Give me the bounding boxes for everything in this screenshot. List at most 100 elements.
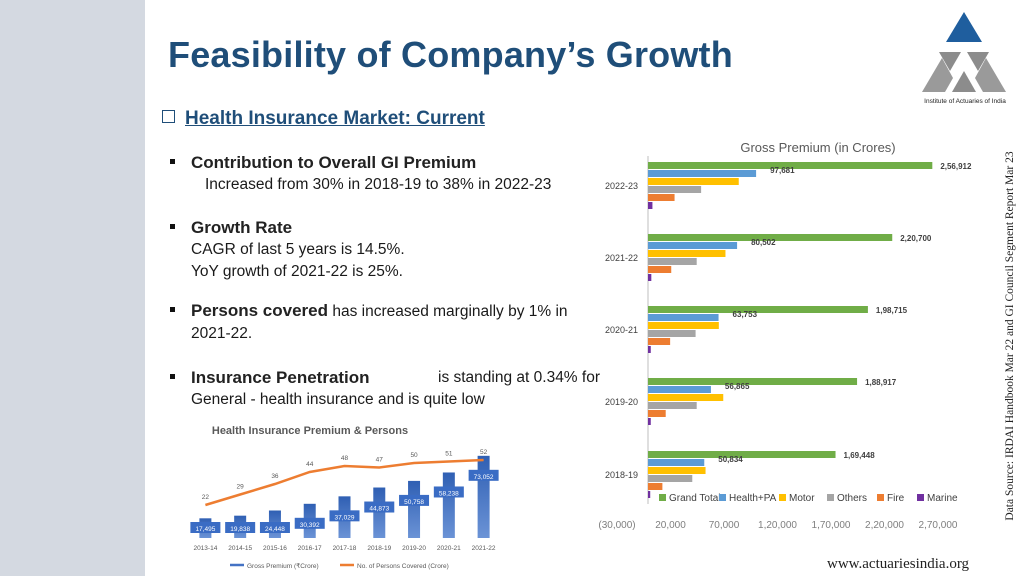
- premium-bar: [477, 455, 490, 538]
- bar-data-label: 37,029: [335, 514, 355, 521]
- chart-title: Gross Premium (in Crores): [740, 140, 895, 155]
- left-side-band: [0, 0, 145, 576]
- bar-motor: [648, 394, 724, 401]
- x-tick-label: 2021-22: [472, 545, 496, 552]
- bar-data-label: 19,838: [230, 526, 250, 533]
- y-tick-label: 2022-23: [605, 181, 638, 191]
- gross-premium-chart: Gross Premium (in Crores) 2022-23 2,56,912…: [598, 140, 972, 531]
- premium-bar: [373, 487, 386, 538]
- institute-logo: [922, 12, 1006, 92]
- bar-fire: [648, 338, 671, 345]
- line-data-label: 47: [376, 457, 384, 464]
- bullet-text: 2021-22.: [191, 325, 253, 342]
- line-data-label: 44: [306, 461, 314, 468]
- legend-label: Health+PA: [729, 493, 777, 504]
- x-tick-label: (30,000): [598, 520, 635, 531]
- bar-others: [648, 258, 697, 265]
- legend-swatch: [827, 494, 834, 501]
- bar-motor: [648, 322, 719, 329]
- x-tick-label: 1,70,000: [812, 520, 851, 531]
- x-tick-label: 2018-19: [367, 545, 391, 552]
- bar-others: [648, 186, 702, 193]
- legend-label: Grand Total: [669, 493, 721, 504]
- bar-marine: [648, 274, 652, 281]
- bullet-text: Increased from 30% in 2018-19 to 38% in …: [205, 176, 552, 193]
- bullet-persons-covered: Persons covered has increased marginally…: [168, 300, 600, 345]
- section-heading-label: Health Insurance Market: Current: [185, 108, 485, 129]
- bar-grand-total: [648, 451, 836, 458]
- bar-grand-total: [648, 306, 868, 313]
- data-source-text: Data Source: IRDAI Handbook Mar 22 and G…: [1004, 151, 1016, 521]
- bar-data-label: 50,834: [718, 455, 743, 464]
- bar-health-pa: [648, 459, 705, 466]
- premium-persons-chart: Health Insurance Premium & Persons 17,495…: [190, 425, 499, 570]
- y-tick-label: 2021-22: [605, 253, 638, 263]
- bar-fire: [648, 483, 663, 490]
- x-tick-label: 70,000: [709, 520, 740, 531]
- bullet-text: General - health insurance and is quite …: [191, 391, 485, 408]
- bar-data-label: 1,69,448: [844, 451, 876, 460]
- legend-swatch: [917, 494, 924, 501]
- bullet-text: YoY growth of 2021-22 is 25%.: [191, 263, 403, 280]
- x-tick-label: 2014-15: [228, 545, 252, 552]
- data-source-note: Data Source: IRDAI Handbook Mar 22 and G…: [1003, 130, 1017, 542]
- bar-data-label: 44,873: [369, 506, 389, 513]
- y-tick-label: 2020-21: [605, 325, 638, 335]
- line-data-label: 52: [480, 449, 488, 456]
- bar-data-label: 73,052: [474, 474, 494, 481]
- bullet-growth-rate: Growth Rate CAGR of last 5 years is 14.5…: [168, 217, 600, 283]
- bar-data-label: 1,88,917: [865, 378, 897, 387]
- legend-label: Others: [837, 493, 867, 504]
- bar-data-label: 58,238: [439, 490, 459, 497]
- y-tick-label: 2019-20: [605, 397, 638, 407]
- page-title: Feasibility of Company’s Growth: [168, 34, 733, 75]
- chart-title: Health Insurance Premium & Persons: [212, 425, 408, 437]
- bar-health-pa: [648, 314, 719, 321]
- line-data-label: 36: [271, 473, 279, 480]
- bar-grand-total: [648, 234, 893, 241]
- bar-grand-total: [648, 162, 933, 169]
- bar-data-label: 2,20,700: [900, 234, 932, 243]
- bar-data-label-box: [364, 501, 395, 513]
- bar-data-label: 24,448: [265, 526, 285, 533]
- bar-data-label: 56,865: [725, 382, 750, 391]
- line-data-label: 22: [202, 494, 210, 501]
- bar-motor: [648, 467, 706, 474]
- bar-data-label-box: [433, 486, 464, 498]
- legend-label: Gross Premium (₹Crore): [247, 562, 319, 570]
- line-data-label: 29: [237, 484, 245, 491]
- square-bullet-icon: [170, 374, 175, 379]
- bar-fire: [648, 266, 672, 273]
- x-tick-label: 2,20,000: [865, 520, 904, 531]
- bar-data-label-box: [468, 469, 499, 481]
- bar-data-label-box: [190, 522, 221, 533]
- persons-line: [205, 458, 484, 507]
- line-data-label: 51: [445, 451, 453, 458]
- logo-caption: Institute of Actuaries of India: [924, 98, 1006, 105]
- bullet-text: has increased marginally by 1% in: [332, 303, 568, 320]
- x-tick-label: 1,20,000: [758, 520, 797, 531]
- bullet-text: CAGR of last 5 years is 14.5%.: [191, 241, 405, 258]
- bar-data-label: 17,495: [195, 526, 215, 533]
- bar-marine: [648, 202, 653, 209]
- bar-data-label: 50,758: [404, 499, 424, 506]
- bar-fire: [648, 194, 675, 201]
- bar-data-label: 97,681: [770, 166, 795, 175]
- bar-data-label-box: [294, 517, 325, 529]
- legend-swatch: [877, 494, 884, 501]
- bar-fire: [648, 410, 666, 417]
- bullet-heading: Persons covered: [191, 301, 329, 320]
- legend-label: No. of Persons Covered (Crore): [357, 563, 449, 570]
- x-tick-label: 2017-18: [333, 545, 357, 552]
- square-bullet-icon: [170, 307, 175, 312]
- bar-marine: [648, 418, 651, 425]
- bullet-text: is standing at 0.34% for: [438, 369, 600, 386]
- bar-data-label: 63,753: [733, 310, 758, 319]
- section-heading: Health Insurance Market: Current: [162, 108, 485, 130]
- x-tick-label: 2015-16: [263, 545, 287, 552]
- bar-grand-total: [648, 378, 858, 385]
- y-tick-label: 2018-19: [605, 470, 638, 480]
- x-tick-label: 2013-14: [193, 545, 217, 552]
- bar-data-label: 30,392: [300, 522, 320, 529]
- bar-others: [648, 330, 696, 337]
